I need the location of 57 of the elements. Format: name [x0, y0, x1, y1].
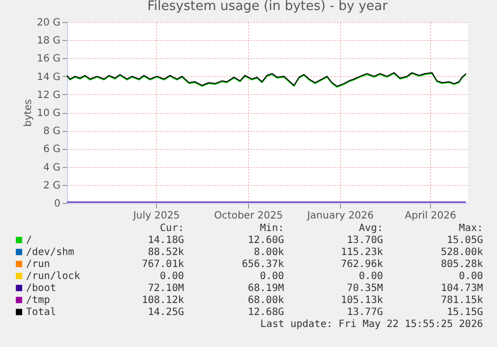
legend-label: Total: [26, 307, 56, 318]
text: 762.96k: [340, 259, 383, 270]
text: Min:: [260, 223, 284, 234]
x-tick-label: July 2025: [132, 210, 180, 222]
y-tick-label: 0: [54, 198, 60, 210]
y-tick-label: 16 G: [36, 54, 60, 65]
y-tick-label: 14 G: [36, 72, 60, 83]
text: 13.77G: [346, 307, 383, 318]
y-tick-label: 10 G: [36, 108, 60, 119]
y-tick-label: 8 G: [43, 126, 60, 138]
text: 528.00k: [440, 247, 483, 258]
y-tick-label: 4 G: [43, 162, 60, 174]
x-tick-label: January 2026: [306, 210, 374, 222]
text: 15.05G: [446, 235, 483, 246]
y-tick-label: 12 G: [36, 90, 60, 101]
legend-label: /boot: [26, 283, 56, 294]
legend-label: /dev/shm: [26, 247, 74, 258]
y-axis-title: bytes: [22, 99, 34, 127]
text: 0.00: [260, 271, 284, 282]
text: 88.52k: [148, 247, 184, 258]
text: 104.73M: [440, 283, 483, 294]
text: 0.00: [160, 271, 184, 282]
text: 105.13k: [340, 295, 383, 306]
x-tick-label: April 2026: [404, 210, 456, 222]
y-tick-label: 20 G: [36, 18, 60, 28]
text: Last update: Fri May 22 15:55:25 2026: [260, 319, 483, 330]
text: 68.00k: [248, 295, 284, 306]
text: 656.37k: [242, 259, 284, 270]
text: Avg:: [358, 223, 383, 234]
chart-title: Filesystem usage (in bytes) - by year: [147, 0, 388, 14]
text: 108.12k: [142, 295, 184, 306]
x-tick-label: October 2025: [214, 210, 283, 222]
legend-label: /run: [26, 259, 50, 270]
text: 0.00: [458, 271, 483, 282]
text: Cur:: [160, 223, 184, 234]
text: 13.70G: [346, 235, 383, 246]
text: 70.35M: [346, 283, 383, 294]
text: 12.68G: [248, 307, 284, 318]
text: 115.23k: [340, 247, 383, 258]
text: 0.00: [358, 271, 383, 282]
y-tick-label: 2 G: [43, 180, 60, 192]
text: 805.28k: [440, 259, 483, 270]
y-tick-label: 18 G: [36, 36, 60, 47]
legend-label: /run/lock: [26, 271, 80, 282]
text: 8.00k: [254, 247, 284, 258]
text: Max:: [458, 223, 483, 234]
text: 12.60G: [248, 235, 284, 246]
text: 15.15G: [446, 307, 483, 318]
text: 14.25G: [148, 307, 184, 318]
text: 72.10M: [148, 283, 184, 294]
text: 767.01k: [142, 259, 184, 270]
text: 68.19M: [248, 283, 284, 294]
legend-label: /: [26, 235, 32, 246]
text: 781.15k: [440, 295, 483, 306]
legend-label: /tmp: [26, 295, 50, 306]
text: 14.18G: [148, 235, 184, 246]
y-tick-label: 6 G: [43, 144, 60, 156]
